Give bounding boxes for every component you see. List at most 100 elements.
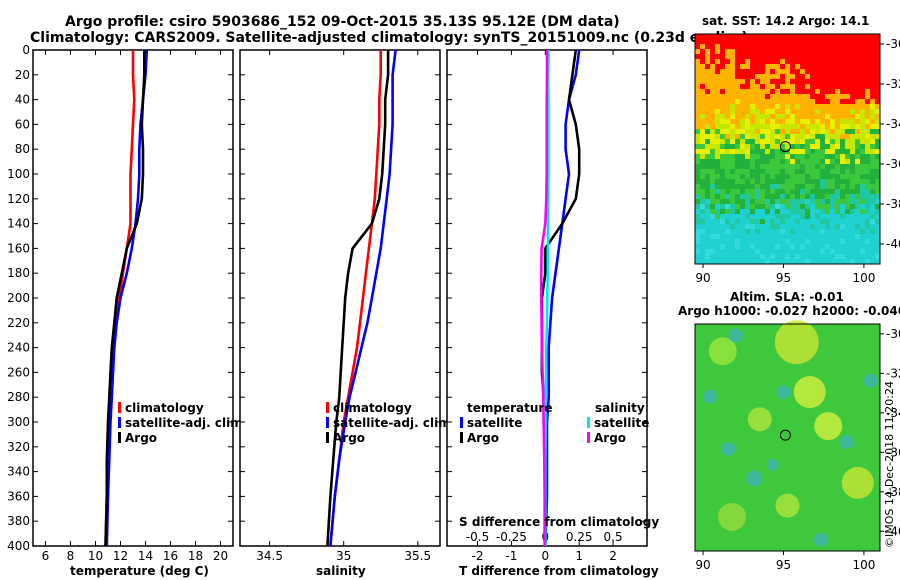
difference-panel: -2 -1 0 1 2 -0.5 -0.25 0 0.25 0.5 T difference f… [446,49,659,578]
sst-cell [875,54,881,60]
sst-cell [760,194,766,200]
sst-cell [745,104,751,110]
sst-cell [805,164,811,170]
sst-cell [820,254,826,260]
sst-cell [785,244,791,250]
sst-cell [825,229,831,235]
sst-cell [845,174,851,180]
sst-cell [830,249,836,255]
sst-cell [735,59,741,65]
sst-cell [765,179,771,185]
sst-cell [750,94,756,100]
sst-cell [835,39,841,45]
sst-cell [745,159,751,165]
sla-blob [718,502,746,531]
sst-cell [705,229,711,235]
sst-cell [790,154,796,160]
sst-cell [860,134,866,140]
sst-cell [860,239,866,245]
sst-cell [745,124,751,130]
sst-cell [815,34,821,40]
sst-cell [875,204,881,210]
sst-cell [805,109,811,115]
sst-cell [750,59,756,65]
sst-cell [865,249,871,255]
sst-cell [865,144,871,150]
sst-cell [850,204,856,210]
sst-cell [875,154,881,160]
sst-cell [805,84,811,90]
sst-cell [795,74,801,80]
y-tick-label: 180 [7,266,30,280]
sst-cell [810,154,816,160]
sst-cell [705,74,711,80]
sst-cell [830,89,836,95]
sst-cell [790,259,796,265]
series-line-climatology [329,50,383,547]
sst-cell [815,244,821,250]
sst-cell [850,49,856,55]
sst-cell [805,184,811,190]
y-tick-label: 360 [7,489,30,503]
sst-cell [735,74,741,80]
sst-cell [850,64,856,70]
sst-cell [730,69,736,75]
sst-cell [815,149,821,155]
sst-cell [855,44,861,50]
sst-cell [875,254,881,260]
sst-cell [830,94,836,100]
sst-cell [810,179,816,185]
sst-cell [695,64,701,70]
sst-cell [810,199,816,205]
sst-cell [875,84,881,90]
sst-cell [820,89,826,95]
sst-cell [715,199,721,205]
sst-cell [700,59,706,65]
sst-cell [860,154,866,160]
salinity-legend: climatology satellite-adj. clim. Argo [326,401,455,445]
sst-cell [795,64,801,70]
sst-cell [870,244,876,250]
sst-cell [725,129,731,135]
sst-cell [860,179,866,185]
sst-cell [745,119,751,125]
sst-cell [780,144,786,150]
sst-cell [715,59,721,65]
sst-cell [840,84,846,90]
sst-cell [785,129,791,135]
sst-cell [695,234,701,240]
sst-cell [855,224,861,230]
legend-title-temperature: temperature [467,401,552,415]
sst-cell [785,249,791,255]
sst-cell [720,159,726,165]
sst-cell [725,229,731,235]
sst-cell [875,174,881,180]
sst-cell [800,104,806,110]
sst-cell [695,44,701,50]
sst-cell [740,244,746,250]
sst-cell [760,64,766,70]
sst-cell [780,159,786,165]
sst-cell [760,124,766,130]
sst-cell [750,249,756,255]
sst-cell [740,94,746,100]
sst-cell [775,129,781,135]
sst-cell [700,34,706,40]
sst-cell [710,94,716,100]
sst-cell [720,124,726,130]
sst-cell [860,169,866,175]
sst-cell [780,124,786,130]
sst-cell [805,44,811,50]
sst-cell [855,229,861,235]
sst-cell [845,94,851,100]
sst-cell [695,254,701,260]
sst-cell [815,114,821,120]
sst-cell [750,84,756,90]
sst-cell [760,214,766,220]
sla-blob [776,385,791,400]
sst-cell [865,99,871,105]
sst-cell [820,144,826,150]
sst-cell [860,59,866,65]
sst-cell [705,234,711,240]
